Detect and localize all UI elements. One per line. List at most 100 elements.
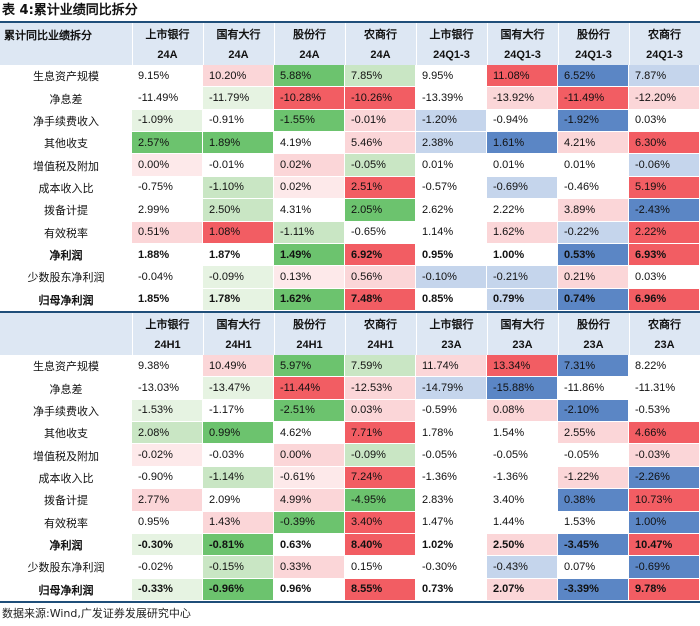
table-cell: 1.43% — [203, 511, 274, 534]
table-cell: 0.08% — [487, 399, 558, 423]
table-cell: 0.85% — [416, 288, 487, 311]
column-period-header: 24Q1-3 — [504, 48, 541, 61]
table-row: 净手续费收入 -1.09% -0.91% -1.55% -0.01% -1.20% -0.9… — [0, 109, 700, 133]
table-cell: 5.19% — [629, 176, 700, 200]
table-cell: 0.73% — [416, 578, 487, 601]
table-cell: -0.33% — [132, 578, 203, 601]
table-cell: -1.36% — [487, 466, 558, 490]
row-label: 净手续费收入 — [33, 114, 99, 128]
table-row: 增值税及附加 0.00% -0.01% 0.02% -0.05% 0.01% 0.01% 0.… — [0, 154, 700, 177]
table-cell: -0.65% — [345, 221, 416, 244]
table-cell: 1.54% — [487, 422, 558, 445]
table-cell: -0.04% — [132, 266, 203, 289]
row-label: 少数股东净利润 — [27, 561, 105, 575]
table-cell: 6.92% — [345, 243, 416, 267]
column-period-header: 24Q1-3 — [575, 48, 612, 61]
table-cell: 6.96% — [629, 288, 700, 311]
table-cell: -0.69% — [629, 556, 700, 579]
table-cell: 6.52% — [558, 65, 629, 88]
table-cell: -2.43% — [629, 199, 700, 222]
table-cell: -0.59% — [416, 399, 487, 423]
table-cell: 10.47% — [629, 533, 700, 557]
table-cell: 8.55% — [345, 578, 416, 601]
table-cell: -4.95% — [345, 489, 416, 512]
table-cell: 2.09% — [203, 489, 274, 512]
table-cell: 0.99% — [203, 422, 274, 445]
table-cell: 4.62% — [274, 422, 345, 445]
column-period-header: 23A — [512, 338, 533, 351]
table-cell: 0.15% — [345, 556, 416, 579]
table-cell: -11.86% — [558, 377, 629, 400]
table-cell: -3.45% — [558, 533, 629, 557]
table-cell: -13.39% — [416, 87, 487, 110]
table-cell: 0.03% — [629, 109, 700, 133]
column-bank-header: 上市银行 — [429, 317, 474, 331]
table-cell: 1.53% — [558, 511, 629, 534]
top-rule — [0, 21, 700, 23]
table-cell: 0.01% — [416, 154, 487, 177]
table-cell: -0.01% — [203, 154, 274, 177]
table-cell: 2.77% — [132, 489, 203, 512]
table-cell: -0.03% — [203, 444, 274, 467]
table-cell: -12.53% — [345, 377, 416, 400]
section-2-body: 生息资产规模 9.38% 10.49% 5.97% 7.59% 11.74% 13.34% 7… — [0, 355, 700, 601]
table-cell: 0.00% — [132, 154, 203, 177]
table-cell: -0.30% — [416, 556, 487, 579]
header-divider — [558, 23, 559, 65]
table-cell: 0.56% — [345, 266, 416, 289]
header-divider — [416, 313, 417, 355]
table-cell: 1.00% — [629, 511, 700, 534]
table-cell: -11.44% — [274, 377, 345, 400]
table-cell: -0.06% — [629, 154, 700, 177]
table-cell: 0.53% — [558, 243, 629, 267]
table-cell: 0.13% — [274, 266, 345, 289]
bottom-rule — [0, 601, 700, 603]
column-period-header: 24H1 — [225, 338, 252, 351]
table-cell: 7.87% — [629, 65, 700, 88]
table-cell: 1.61% — [487, 132, 558, 155]
table-cell: 2.50% — [203, 199, 274, 222]
column-period-header: 24A — [370, 48, 391, 61]
table-cell: 2.99% — [132, 199, 203, 222]
table-cell: -2.51% — [274, 399, 345, 423]
column-bank-header: 国有大行 — [500, 317, 545, 331]
column-period-header: 24H1 — [367, 338, 394, 351]
table-cell: 2.51% — [345, 176, 416, 200]
header-divider — [132, 23, 133, 65]
column-period-header: 24A — [228, 48, 249, 61]
header-divider — [558, 313, 559, 355]
table-cell: -1.53% — [132, 399, 203, 423]
table-cell: -0.05% — [345, 154, 416, 177]
table-cell: 8.40% — [345, 533, 416, 557]
table-cell: -11.49% — [132, 87, 203, 110]
section-separator — [0, 311, 700, 313]
row-label: 净利润 — [49, 249, 83, 263]
row-label: 有效税率 — [44, 516, 88, 530]
table-cell: -2.26% — [629, 466, 700, 490]
table-cell: 2.08% — [132, 422, 203, 445]
table-row: 净手续费收入 -1.53% -1.17% -2.51% 0.03% -0.59% 0.08%… — [0, 399, 700, 423]
column-period-header: 23A — [441, 338, 462, 351]
table-cell: -1.17% — [203, 399, 274, 423]
table-cell: 7.31% — [558, 355, 629, 378]
row-label: 少数股东净利润 — [27, 271, 105, 285]
table-row: 净利润 1.88% 1.87% 1.49% 6.92% 0.95% 1.00% 0.53% 6.… — [0, 243, 700, 267]
table-cell: 9.78% — [629, 578, 700, 601]
table-cell: 0.01% — [487, 154, 558, 177]
table-row: 生息资产规模 9.38% 10.49% 5.97% 7.59% 11.74% 13.34% 7… — [0, 355, 700, 378]
column-bank-header: 股份行 — [293, 27, 326, 41]
column-period-header: 24A — [157, 48, 178, 61]
table-cell: 2.22% — [629, 221, 700, 244]
table-cell: -10.26% — [345, 87, 416, 110]
table-cell: 2.57% — [132, 132, 203, 155]
column-period-header: 24A — [299, 48, 320, 61]
table-cell: 3.40% — [487, 489, 558, 512]
table-cell: -0.96% — [203, 578, 274, 601]
table-cell: -1.20% — [416, 109, 487, 133]
table-cell: 0.02% — [274, 176, 345, 200]
table-cell: 0.07% — [558, 556, 629, 579]
row-label: 有效税率 — [44, 226, 88, 240]
table-cell: -1.10% — [203, 176, 274, 200]
row-label: 其他收支 — [44, 137, 88, 151]
row-label: 净息差 — [49, 92, 83, 106]
